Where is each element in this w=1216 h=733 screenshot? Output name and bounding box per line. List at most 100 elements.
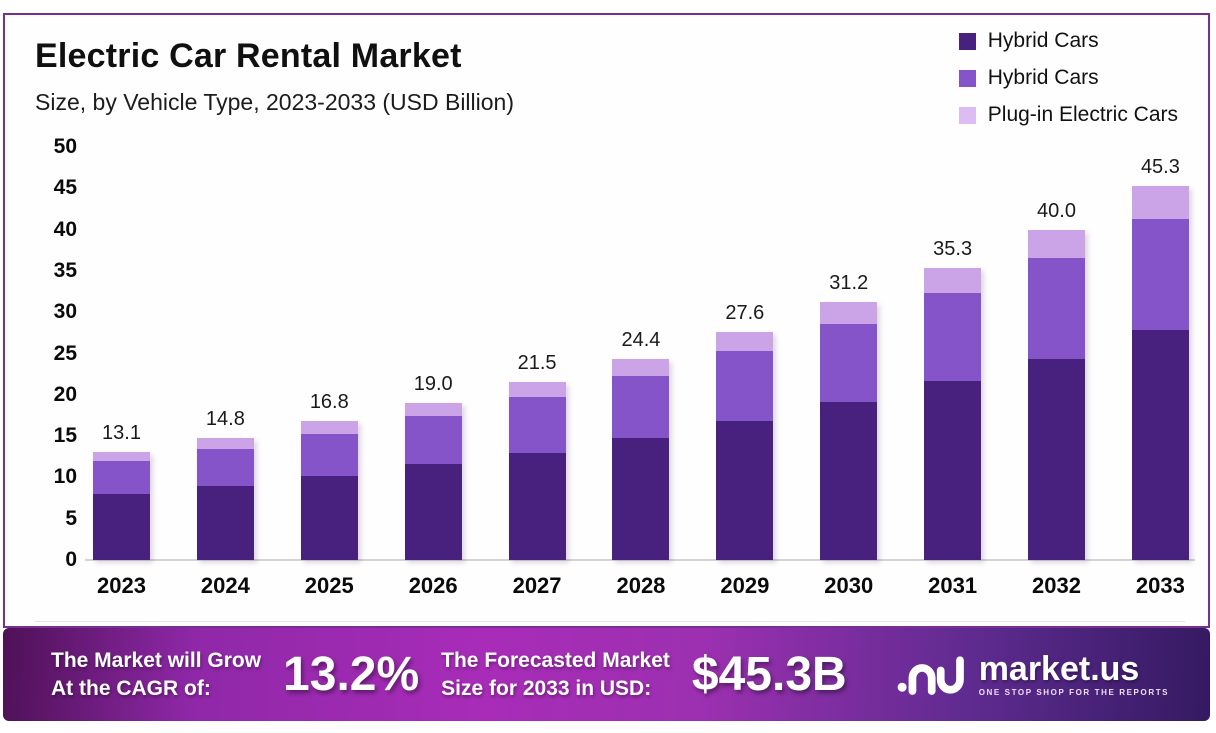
x-axis-line [85, 559, 1195, 561]
bar-segment-2033-series1[interactable] [1131, 218, 1189, 331]
bar-segment-2023-series2[interactable] [93, 451, 150, 461]
x-axis-label-2030: 2030 [824, 573, 874, 598]
bar-segment-2033-series2[interactable] [1131, 185, 1189, 219]
legend-item-1[interactable]: Hybrid Cars [958, 66, 1178, 90]
x-axis-label-2029: 2029 [720, 573, 770, 598]
bar-segment-2032-series2[interactable] [1028, 229, 1086, 258]
bar-total-label: 13.1 [102, 421, 141, 444]
bar-segment-2023-series0[interactable] [93, 493, 150, 560]
bar-total-label: 45.3 [1140, 155, 1180, 178]
bar-column-2027: 21.5 [508, 352, 566, 560]
forecast-label-line2: Size for 2033 in USD: [441, 676, 652, 700]
bar-stack-2030[interactable] [820, 302, 878, 560]
y-axis-tick-label: 5 [65, 506, 77, 530]
bar-stack-2032[interactable] [1028, 229, 1086, 560]
bar-column-2029: 27.6 [716, 302, 774, 560]
bar-segment-2027-series1[interactable] [508, 397, 566, 453]
brand-logo-lockup[interactable]: market.us ONE STOP SHOP FOR THE REPORTS [897, 650, 1169, 700]
bar-total-label: 19.0 [413, 373, 453, 396]
bar-segment-2024-series1[interactable] [196, 448, 254, 486]
bar-segment-2033-series0[interactable] [1131, 330, 1189, 560]
bar-segment-2030-series0[interactable] [820, 402, 878, 560]
legend-swatch-icon [958, 106, 976, 124]
footer-banner: The Market will Grow At the CAGR of: 13.… [3, 628, 1210, 721]
bar-segment-2027-series0[interactable] [508, 452, 566, 560]
bar-segment-2031-series1[interactable] [924, 293, 982, 381]
y-axis: 0 5 10 15 20 25 30 35 40 45 50 [15, 136, 77, 570]
bar-stack-2026[interactable] [404, 403, 462, 560]
bar-segment-2032-series0[interactable] [1028, 358, 1086, 560]
x-axis-label-2027: 2027 [512, 573, 562, 598]
bar-segment-2029-series2[interactable] [716, 332, 774, 352]
bar-segment-2024-series0[interactable] [196, 485, 254, 560]
bar-segment-2028-series2[interactable] [612, 358, 670, 376]
bar-segment-2027-series2[interactable] [508, 382, 566, 398]
bar-stack-2028[interactable] [612, 358, 670, 560]
bar-segment-2030-series1[interactable] [820, 323, 878, 403]
y-axis-tick-label: 40 [53, 217, 77, 241]
bar-segment-2030-series2[interactable] [820, 302, 878, 324]
bar-segment-2026-series1[interactable] [404, 416, 462, 465]
bar-total-label: 31.2 [829, 272, 869, 295]
legend-item-2[interactable]: Plug-in Electric Cars [958, 103, 1178, 127]
x-axis-label-2026: 2026 [408, 573, 458, 598]
bar-segment-2026-series2[interactable] [404, 403, 462, 417]
bar-segment-2029-series1[interactable] [716, 351, 774, 422]
bar-column-2023: 13.1 [93, 422, 150, 560]
bar-total-label: 21.5 [517, 352, 557, 375]
bar-stack-2023[interactable] [93, 451, 150, 560]
bar-segment-2023-series1[interactable] [93, 460, 150, 494]
bar-segment-2024-series2[interactable] [196, 437, 254, 449]
bar-stack-2029[interactable] [716, 332, 774, 560]
x-axis-label-2024: 2024 [200, 573, 250, 598]
chart-card: Electric Car Rental Market Size, by Vehi… [3, 13, 1210, 628]
brand-text: market.us ONE STOP SHOP FOR THE REPORTS [979, 652, 1169, 697]
bar-column-2025: 16.8 [300, 391, 358, 560]
legend-swatch-icon [958, 69, 976, 87]
bar-segment-2031-series2[interactable] [924, 268, 982, 294]
brand-tagline: ONE STOP SHOP FOR THE REPORTS [978, 688, 1170, 697]
x-axis-label-2023: 2023 [97, 573, 146, 598]
y-axis-tick-label: 0 [65, 548, 77, 571]
y-axis-tick-label: 30 [53, 300, 77, 324]
bar-segment-2028-series0[interactable] [612, 437, 670, 560]
legend-item-label: Plug-in Electric Cars [987, 103, 1178, 126]
x-axis-label-2025: 2025 [304, 573, 354, 598]
bar-column-2031: 35.3 [924, 238, 982, 560]
y-axis-tick-label: 35 [53, 258, 77, 282]
legend-swatch-icon [958, 32, 976, 50]
y-axis-tick-label: 20 [53, 382, 77, 406]
bar-total-label: 27.6 [725, 302, 765, 325]
chart-legend: Hybrid Cars Hybrid Cars Plug-in Electric C… [958, 29, 1178, 127]
brand-name[interactable]: market.us [978, 650, 1140, 688]
x-axis-labels: 2023 2024 2025 2026 2027 2028 2029 2030 2031 2032… [93, 573, 1189, 599]
cagr-label: The Market will Grow At the CAGR of: [51, 647, 261, 702]
bar-segment-2026-series0[interactable] [404, 464, 462, 560]
bar-total-label: 14.8 [205, 407, 245, 430]
bar-stack-2031[interactable] [924, 268, 982, 560]
page-title: Electric Car Rental Market [35, 37, 462, 75]
bar-stack-2033[interactable] [1131, 185, 1189, 560]
y-axis-tick-label: 45 [53, 176, 77, 200]
bar-segment-2029-series0[interactable] [716, 421, 774, 560]
bar-stack-2025[interactable] [300, 421, 358, 560]
legend-item-0[interactable]: Hybrid Cars [958, 29, 1178, 53]
bar-segment-2028-series1[interactable] [612, 375, 670, 438]
legend-item-label: Hybrid Cars [987, 29, 1099, 52]
cagr-value: 13.2% [283, 648, 420, 701]
bar-segment-2025-series1[interactable] [300, 433, 358, 476]
x-axis-label-2033: 2033 [1135, 573, 1185, 598]
bar-segment-2032-series1[interactable] [1028, 257, 1086, 359]
bar-segment-2031-series0[interactable] [924, 380, 982, 560]
bar-column-2024: 14.8 [196, 407, 254, 560]
bar-stack-2027[interactable] [508, 382, 566, 560]
forecast-label: The Forecasted Market Size for 2033 in U… [441, 647, 670, 702]
bar-segment-2025-series0[interactable] [300, 475, 358, 560]
y-axis-tick-label: 25 [53, 341, 77, 365]
bar-segment-2025-series2[interactable] [300, 421, 358, 434]
bar-column-2026: 19.0 [404, 373, 462, 560]
bar-stack-2024[interactable] [196, 437, 254, 560]
y-axis-tick-label: 10 [53, 465, 77, 489]
bar-column-2028: 24.4 [612, 329, 670, 560]
card-bottom-rule [35, 621, 1185, 622]
